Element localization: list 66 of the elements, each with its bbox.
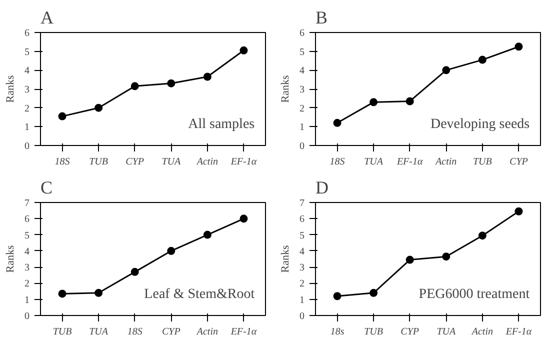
- x-tick-label: TUA: [364, 156, 384, 168]
- y-axis-title: Ranks: [280, 75, 292, 103]
- y-tick-label: 3: [24, 262, 30, 274]
- x-tick-label: TUA: [162, 156, 182, 168]
- x-tick-label: Actin: [470, 326, 493, 338]
- y-tick-label: 1: [24, 294, 30, 306]
- annotation: All samples: [188, 116, 255, 132]
- y-tick-label: 4: [300, 66, 304, 77]
- y-tick-label: 4: [300, 246, 304, 258]
- y-tick-label: 5: [24, 46, 30, 58]
- y-tick-label: 2: [24, 278, 30, 290]
- chart-title: D: [316, 178, 328, 198]
- x-tick-label: TUB: [89, 156, 108, 168]
- y-axis-title: Ranks: [280, 245, 292, 273]
- x-tick-label: EF-1α: [230, 326, 258, 338]
- annotation: PEG6000 treatment: [418, 286, 530, 302]
- x-tick-label: Actin: [196, 326, 218, 338]
- y-tick-label: 5: [24, 230, 30, 242]
- y-tick-label: 2: [24, 103, 30, 114]
- y-tick-label: 3: [300, 262, 304, 274]
- y-tick-label: 3: [24, 84, 30, 96]
- y-tick-label: 4: [24, 66, 30, 77]
- y-tick-label: 7: [300, 198, 304, 209]
- y-tick-label: 6: [300, 214, 304, 226]
- chart-title: A: [40, 8, 54, 28]
- x-tick-label: Actin: [434, 156, 457, 168]
- y-tick-label: 5: [300, 46, 304, 58]
- x-tick-label: CYP: [126, 156, 144, 168]
- y-tick-label: 4: [24, 246, 30, 258]
- x-tick-label: 18S: [54, 156, 70, 168]
- chart-title: B: [316, 8, 328, 28]
- y-axis-title: Ranks: [4, 245, 16, 273]
- y-tick-label: 1: [24, 122, 30, 134]
- x-tick-label: CYP: [510, 156, 528, 168]
- y-tick-label: 6: [300, 28, 304, 39]
- x-tick-label: TUA: [89, 326, 109, 338]
- y-tick-label: 1: [300, 294, 304, 306]
- x-tick-label: 18S: [127, 326, 142, 338]
- y-tick-label: 7: [24, 198, 30, 209]
- y-axis-title: Ranks: [4, 75, 16, 103]
- annotation: Developing seeds: [430, 116, 530, 132]
- x-tick-label: 18S: [330, 156, 345, 168]
- x-tick-label: Actin: [196, 156, 218, 168]
- x-tick-label: TUB: [52, 326, 72, 338]
- y-tick-label: 0: [24, 141, 30, 152]
- x-tick-label: EF-1α: [230, 156, 258, 168]
- x-tick-label: 18s: [330, 326, 344, 338]
- x-tick-label: TUB: [364, 326, 384, 338]
- y-tick-label: 0: [24, 311, 30, 322]
- x-tick-label: CYP: [400, 326, 420, 338]
- y-tick-label: 0: [300, 141, 304, 152]
- y-tick-label: 6: [24, 214, 30, 226]
- y-tick-label: 6: [24, 28, 30, 39]
- x-tick-label: EF-1α: [396, 156, 424, 168]
- y-tick-label: 0: [300, 311, 304, 322]
- annotation: Leaf & Stem&Root: [144, 286, 255, 302]
- x-tick-label: TUA: [436, 326, 456, 338]
- x-tick-label: TUB: [472, 156, 492, 168]
- y-tick-label: 2: [300, 278, 304, 290]
- y-tick-label: 1: [300, 122, 304, 134]
- y-tick-label: 5: [300, 230, 304, 242]
- y-tick-label: 3: [300, 84, 304, 96]
- x-tick-label: CYP: [162, 326, 180, 338]
- x-tick-label: EF-1α: [504, 326, 532, 338]
- chart-title: C: [40, 178, 53, 198]
- y-tick-label: 2: [300, 103, 304, 114]
